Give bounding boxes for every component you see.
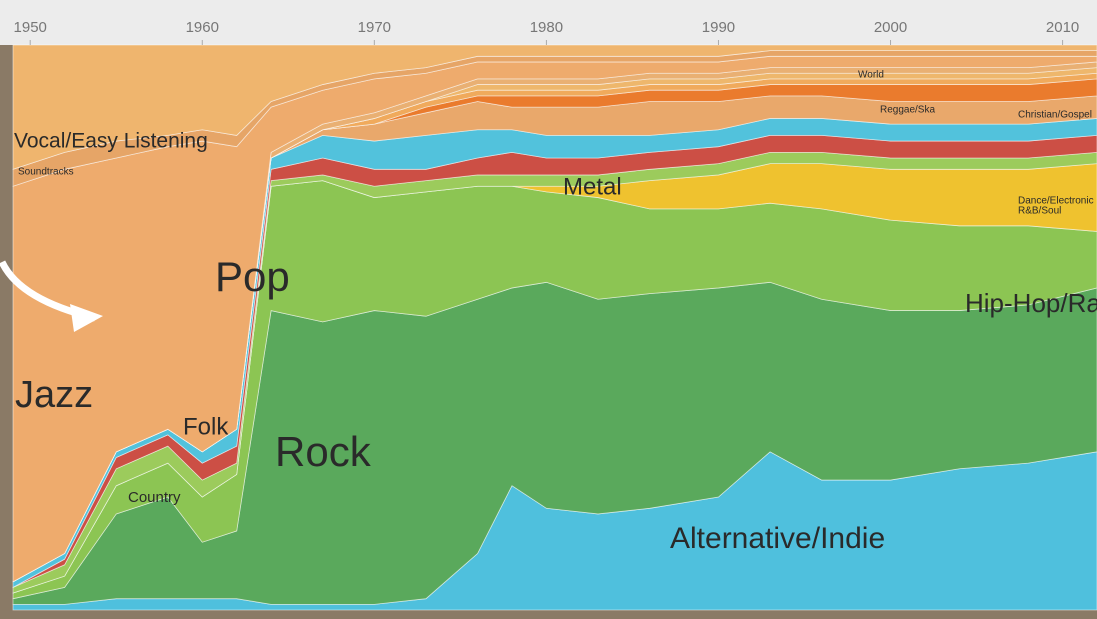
series-label: Hip-Hop/Rap bbox=[965, 288, 1097, 318]
series-label: Vocal/Easy Listening bbox=[14, 130, 208, 153]
x-tick-label: 2010 bbox=[1046, 19, 1079, 36]
page: {"chart_data": {"type": "area", "stacked… bbox=[0, 0, 1097, 614]
x-tick-label: 2000 bbox=[874, 19, 907, 36]
series-label: Rock bbox=[275, 428, 372, 475]
x-tick-label: 1970 bbox=[358, 19, 391, 36]
chart: Alternative/Indie Rock Pop Hip-Hop/Rap Count… bbox=[0, 0, 1097, 614]
series-label: Alternative/Indie bbox=[670, 522, 885, 555]
series-label: Christian/Gospel bbox=[1018, 110, 1092, 121]
series-label: World bbox=[858, 70, 884, 81]
series-label: R&B/Soul bbox=[1018, 206, 1061, 217]
series-label: Folk bbox=[183, 413, 229, 440]
x-tick-label: 1980 bbox=[530, 19, 563, 36]
series-label: Reggae/Ska bbox=[880, 105, 935, 116]
series-label: Soundtracks bbox=[18, 167, 74, 178]
x-tick-label: 1950 bbox=[14, 19, 47, 36]
series-label: Dance/Electronic bbox=[1018, 196, 1094, 207]
series-label: Jazz bbox=[15, 374, 93, 416]
x-tick-label: 1990 bbox=[702, 19, 735, 36]
series-label: Country bbox=[128, 489, 181, 506]
series-label: Metal bbox=[563, 173, 622, 200]
x-tick-label: 1960 bbox=[186, 19, 219, 36]
series-label: Pop bbox=[215, 253, 290, 300]
